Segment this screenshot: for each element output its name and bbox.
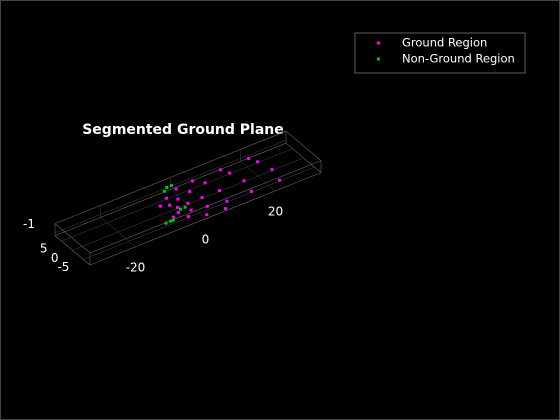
point bbox=[179, 207, 183, 211]
grid-line bbox=[100, 205, 136, 247]
point bbox=[228, 171, 232, 175]
point bbox=[218, 189, 221, 193]
x-tick-label: -20 bbox=[126, 260, 146, 274]
point bbox=[176, 210, 180, 214]
z-tick-label: -1 bbox=[23, 217, 35, 231]
point bbox=[205, 204, 209, 208]
point bbox=[256, 160, 260, 164]
y-tick-label: 5 bbox=[40, 242, 48, 256]
point bbox=[205, 213, 209, 217]
point bbox=[174, 187, 178, 191]
point bbox=[169, 183, 173, 187]
point bbox=[165, 185, 169, 189]
point bbox=[270, 168, 274, 172]
x-tick-label: 20 bbox=[268, 204, 283, 218]
point bbox=[223, 207, 227, 211]
point bbox=[164, 221, 168, 225]
grid-line bbox=[170, 177, 206, 219]
y-tick-label: -5 bbox=[57, 260, 69, 274]
point bbox=[188, 190, 192, 194]
y-tick-label: 0 bbox=[51, 251, 59, 265]
point bbox=[162, 189, 166, 193]
point bbox=[169, 219, 173, 223]
point bbox=[219, 168, 223, 172]
chart-title: Segmented Ground Plane bbox=[82, 122, 284, 138]
point bbox=[189, 208, 193, 212]
point bbox=[186, 201, 190, 205]
point bbox=[277, 178, 281, 182]
point bbox=[247, 157, 251, 161]
legend-text: Non-Ground Region bbox=[402, 52, 515, 66]
legend-box bbox=[354, 32, 526, 74]
point bbox=[168, 203, 172, 207]
grid-line bbox=[61, 148, 293, 242]
grid-line bbox=[240, 149, 276, 191]
point bbox=[200, 196, 204, 200]
legend-marker bbox=[377, 41, 380, 45]
legend-marker bbox=[377, 57, 380, 61]
point bbox=[172, 215, 176, 219]
point bbox=[183, 205, 187, 209]
grid-line bbox=[83, 166, 315, 260]
point bbox=[191, 179, 195, 183]
legend-text: Ground Region bbox=[402, 36, 487, 50]
point bbox=[203, 181, 207, 185]
point bbox=[186, 215, 190, 219]
point bbox=[225, 199, 229, 203]
point bbox=[165, 196, 169, 200]
point bbox=[158, 204, 162, 208]
point bbox=[176, 205, 179, 209]
axis-box-edge bbox=[89, 160, 322, 254]
axis-box-edge bbox=[54, 223, 91, 254]
x-tick-label: 0 bbox=[202, 232, 210, 246]
point bbox=[176, 197, 180, 201]
point bbox=[171, 218, 175, 222]
point bbox=[242, 179, 246, 183]
axis-box-edge bbox=[285, 130, 322, 161]
point bbox=[249, 189, 253, 193]
